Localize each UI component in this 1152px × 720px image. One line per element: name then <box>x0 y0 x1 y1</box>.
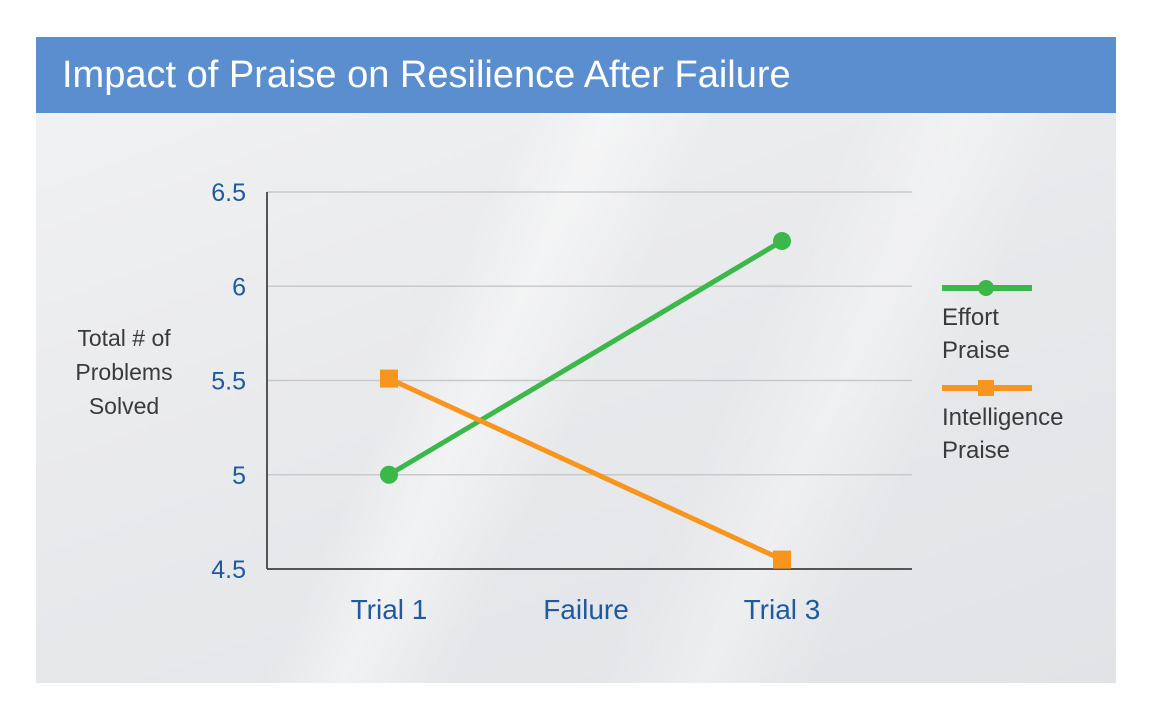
y-tick-label: 6.5 <box>211 179 246 207</box>
data-point-circle <box>773 232 791 251</box>
legend-square-marker-icon <box>978 380 994 396</box>
line-plot: 6.5 6 5.5 5 4.5 Trial 1 Failure Trial 3 <box>211 179 912 625</box>
data-point-square <box>773 550 791 569</box>
legend-circle-marker-icon <box>978 280 994 296</box>
legend-label-line: Effort <box>942 304 999 331</box>
x-tick-label: Failure <box>543 594 629 625</box>
x-tick-label: Trial 3 <box>744 594 821 625</box>
data-point-circle <box>380 465 398 484</box>
series-line-effort <box>386 238 785 478</box>
y-axis-label-line: Solved <box>88 393 160 419</box>
series-line-intelligence <box>386 376 785 563</box>
data-point-square <box>380 369 398 388</box>
y-axis-label: Total # of Problems Solved <box>60 321 188 423</box>
legend-item-effort: Effort Praise <box>936 273 1112 373</box>
legend-label-line: Praise <box>942 337 1011 364</box>
legend-label-effort: Effort Praise <box>942 301 1112 367</box>
legend: Effort Praise Intelligence Praise <box>936 273 1112 473</box>
y-axis-label-line: Total # of <box>77 325 171 351</box>
y-tick-label: 5.5 <box>211 368 246 396</box>
chart-title: Impact of Praise on Resilience After Fai… <box>62 54 791 96</box>
legend-item-intelligence: Intelligence Praise <box>936 373 1112 473</box>
y-tick-label: 6 <box>232 273 246 301</box>
y-tick-label: 5 <box>232 462 246 490</box>
x-tick-label: Trial 1 <box>351 594 428 625</box>
title-bar: Impact of Praise on Resilience After Fai… <box>36 37 1116 113</box>
legend-label-line: Intelligence <box>942 404 1064 431</box>
legend-label-intelligence: Intelligence Praise <box>942 401 1112 467</box>
y-tick-label: 4.5 <box>211 556 246 584</box>
legend-label-line: Praise <box>942 437 1011 464</box>
chart-card: Impact of Praise on Resilience After Fai… <box>36 37 1116 683</box>
y-axis-label-line: Problems <box>75 359 173 385</box>
